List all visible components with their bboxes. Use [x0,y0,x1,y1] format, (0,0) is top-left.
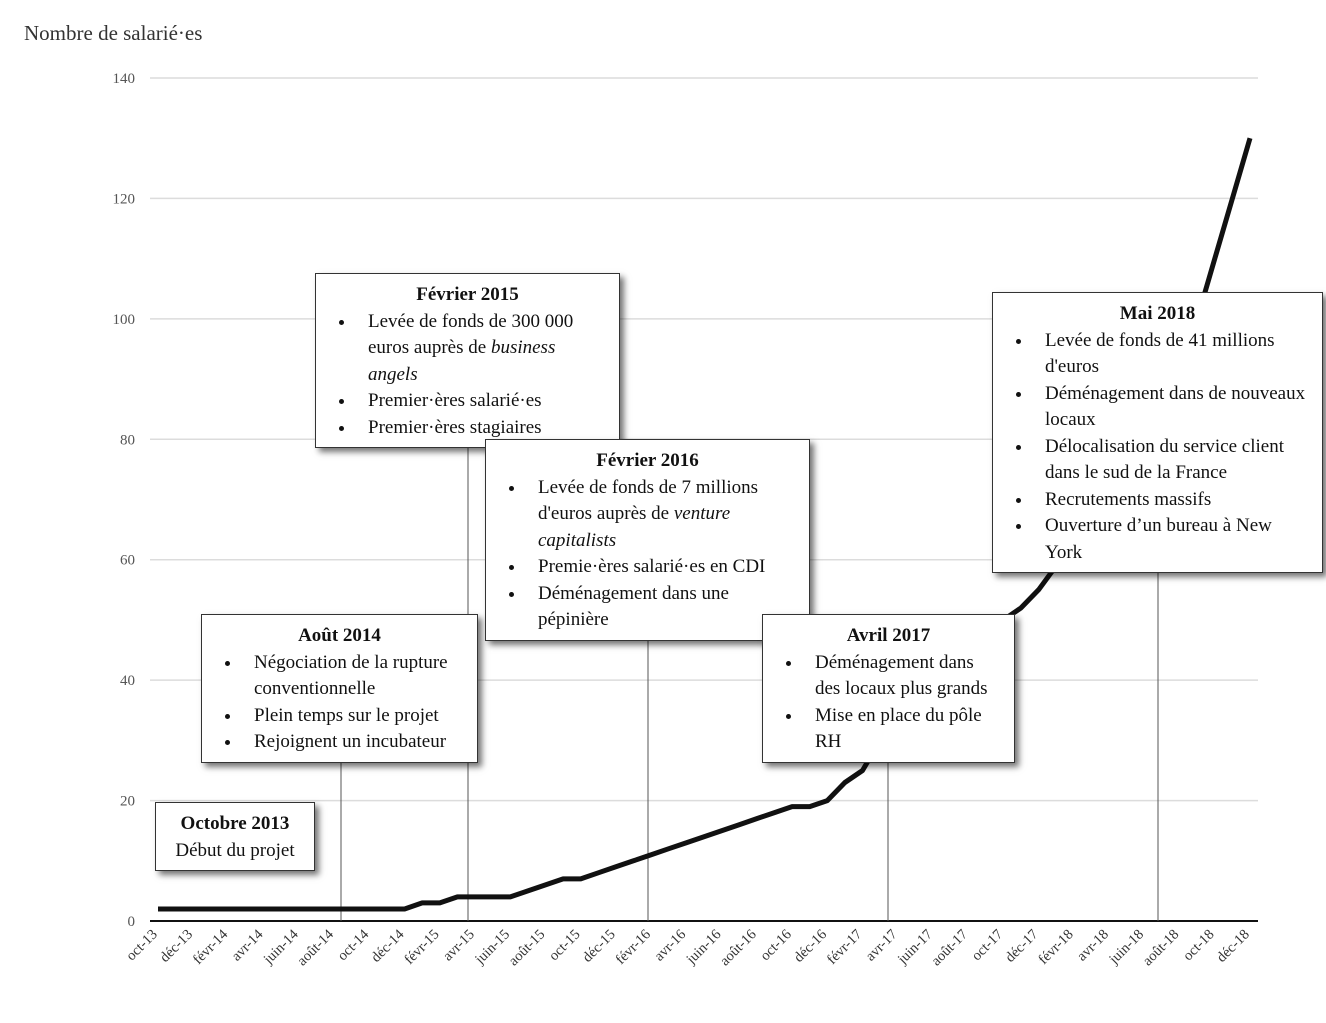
annotation-item: Premie·ères salarié·es en CDI [526,554,797,581]
x-tick-label: déc-18 [1214,927,1253,966]
annotation-item: Plein temps sur le projet [242,703,465,730]
annotation-text: Recrutements massifs [1045,488,1212,510]
annotation-text: Négociation de la rupture conventionnell… [254,651,448,700]
x-tick-label: févr-16 [613,927,654,968]
x-tick-label: avr-16 [651,927,689,965]
annotation-item: Premier·ères stagiaires [356,415,607,442]
annotation-item: Levée de fonds de 300 000 euros auprès d… [356,309,607,389]
annotation-text: Déménagement dans des locaux plus grands [815,651,988,700]
annotation-text: Mise en place du pôle RH [815,704,982,753]
annotation-text: Délocalisation du service client dans le… [1045,435,1284,484]
annotation-box: Mai 2018 Levée de fonds de 41 millions d'… [992,292,1323,573]
annotation-text: Déménagement dans de nouveaux locaux [1045,382,1306,431]
y-axis-label: Nombre de salarié·es [24,21,202,45]
annotation-title: Mai 2018 [1119,303,1196,324]
annotation-title: Avril 2017 [846,625,931,646]
annotation-title: Octobre 2013 [180,813,290,834]
x-tick-label: août-18 [1140,927,1183,970]
y-tick-label: 60 [120,553,135,569]
x-tick-label: août-15 [506,927,549,970]
annotation-text: Ouverture d’un bureau à New York [1045,515,1272,563]
annotation-text: Premier·ères stagiaires [368,416,542,438]
x-tick-label: févr-14 [190,926,232,968]
y-tick-label: 40 [120,673,135,689]
annotation-box: Octobre 2013 Début du projet [155,802,315,871]
annotation-text: Premie·ères salarié·es en CDI [538,556,766,577]
x-tick-label: févr-18 [1035,927,1076,968]
x-tick-label: août-16 [717,927,760,970]
x-tick-label: oct-18 [1180,927,1218,965]
x-tick-label: févr-15 [401,927,442,968]
annotation-text: business angels [368,337,556,385]
x-tick-label: oct-14 [335,926,373,964]
annotation-item: Levée de fonds de 7 millions d'euros aup… [526,475,797,555]
annotation-item: Mise en place du pôle RH [803,703,1002,756]
x-tick-label: juin-16 [683,927,725,969]
annotation-text: venture capitalists [538,503,731,551]
y-tick-label: 140 [113,71,136,87]
x-tick-label: oct-15 [546,927,584,965]
x-tick-label: août-17 [928,927,971,970]
x-tick-label: avr-17 [863,927,901,965]
x-tick-label: juin-14 [260,926,302,968]
annotation-title: Août 2014 [298,625,381,646]
y-tick-label: 20 [120,794,135,810]
annotation-item: Ouverture d’un bureau à New York [1033,513,1310,566]
annotation-list: Négociation de la rupture conventionnell… [214,650,465,756]
annotation-list: Levée de fonds de 7 millions d'euros aup… [498,475,797,634]
annotation-text: Premier·ères salarié·es [368,390,542,411]
annotation-text: Rejoignent un incubateur [254,731,447,752]
annotation-box: Août 2014 Négociation de la rupture conve… [201,614,478,763]
x-tick-label: déc-15 [580,927,619,966]
annotation-item: Déménagement dans de nouveaux locaux [1033,381,1310,434]
annotation-box: Février 2015 Levée de fonds de 300 000 eu… [315,273,620,448]
x-tick-label: avr-18 [1074,927,1112,965]
annotation-item: Rejoignent un incubateur [242,729,465,756]
x-tick-label: avr-15 [440,927,478,965]
x-tick-label: juin-15 [471,927,513,969]
x-tick-label: juin-18 [1106,927,1148,969]
annotation-item: Négociation de la rupture conventionnell… [242,650,465,703]
annotation-title: Février 2015 [416,284,519,305]
annotation-box: Avril 2017 Déménagement dans des locaux p… [762,614,1015,763]
annotation-text: Plein temps sur le projet [254,704,439,726]
annotation-list: Levée de fonds de 41 millions d'eurosDém… [1005,328,1310,567]
annotation-title: Février 2016 [596,450,699,471]
y-tick-label: 80 [120,432,135,448]
x-tick-label: oct-17 [969,927,1007,965]
x-tick-label: août-14 [294,926,337,969]
y-tick-label: 120 [113,191,136,207]
annotation-box: Février 2016 Levée de fonds de 7 millions… [485,439,810,641]
annotation-text: Levée de fonds de 7 millions d'euros aup… [538,476,759,525]
annotation-text: Déménagement dans une pépinière [538,582,729,631]
x-tick-label: déc-16 [791,927,830,966]
annotation-list: Levée de fonds de 300 000 euros auprès d… [328,309,607,442]
annotation-item: Déménagement dans une pépinière [526,581,797,634]
annotation-item: Recrutements massifs [1033,487,1310,514]
x-tick-label: avr-14 [229,926,267,964]
x-tick-label: déc-13 [157,927,196,966]
y-tick-label: 0 [128,914,136,930]
annotation-item: Premier·ères salarié·es [356,388,607,415]
annotation-item: Levée de fonds de 41 millions d'euros [1033,328,1310,381]
x-tick-label: déc-17 [1002,927,1041,966]
annotation-item: Délocalisation du service client dans le… [1033,434,1310,487]
annotation-item: Déménagement dans des locaux plus grands [803,650,1002,703]
x-tick-label: oct-16 [757,927,795,965]
x-tick-label: oct-13 [123,927,161,965]
annotation-text: Levée de fonds de 300 000 euros auprès d… [368,310,574,359]
annotation-text: Début du projet [175,839,295,861]
annotation-text: Levée de fonds de 41 millions d'euros [1045,329,1275,378]
x-tick-label: juin-17 [894,927,936,969]
x-tick-label: déc-14 [368,926,408,966]
x-tick-label: févr-17 [824,927,865,968]
y-tick-label: 100 [113,312,136,328]
annotation-list: Déménagement dans des locaux plus grands… [775,650,1002,756]
